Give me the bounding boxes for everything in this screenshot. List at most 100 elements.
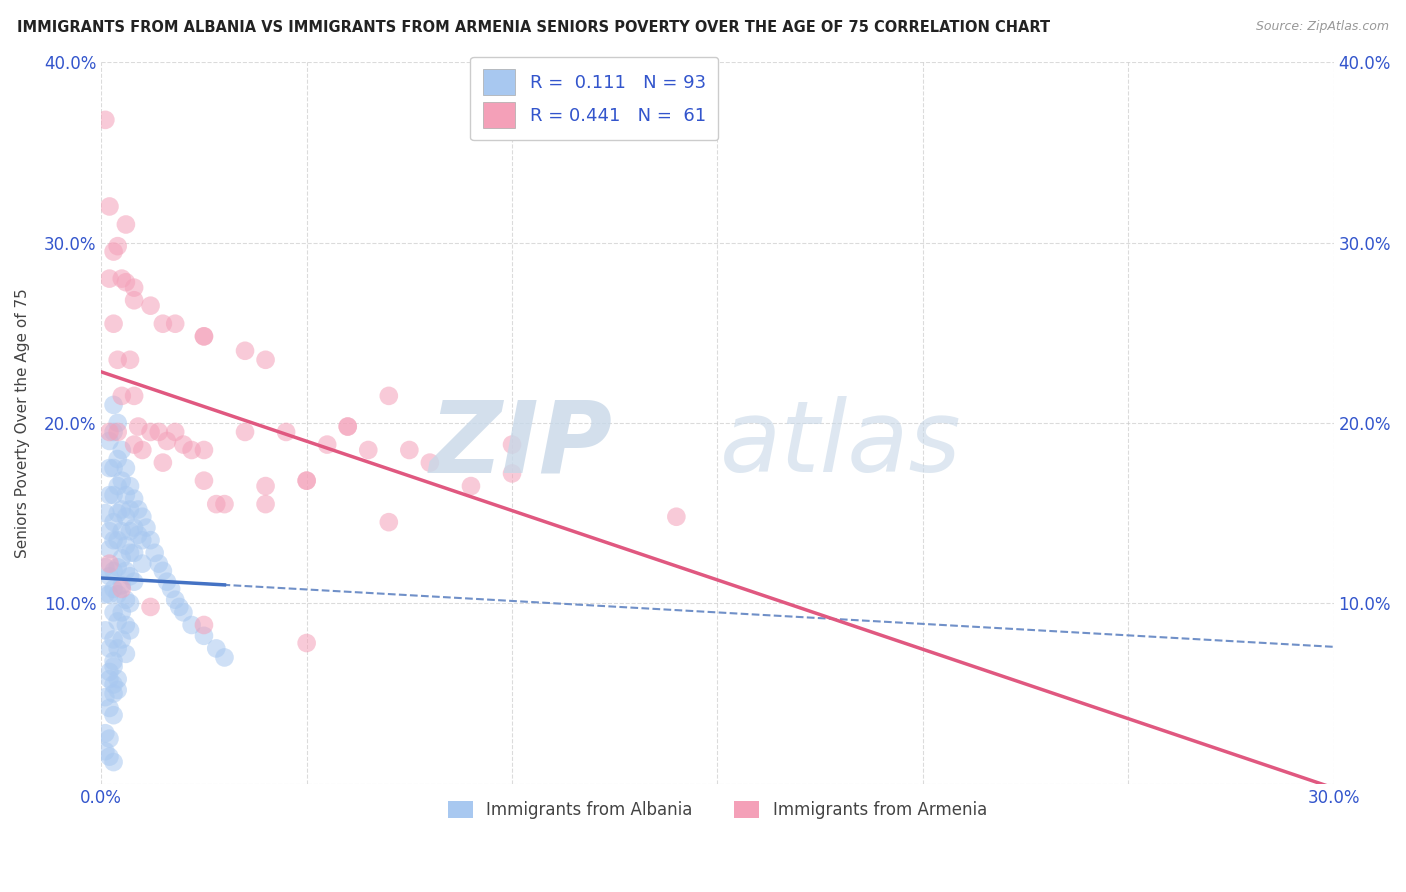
Point xyxy=(115,275,138,289)
Point xyxy=(180,442,202,457)
Point xyxy=(118,596,141,610)
Point xyxy=(378,515,401,529)
Point xyxy=(103,488,125,502)
Point xyxy=(316,437,339,451)
Text: Source: ZipAtlas.com: Source: ZipAtlas.com xyxy=(1256,20,1389,33)
Point xyxy=(111,502,134,516)
Point xyxy=(118,479,141,493)
Point xyxy=(111,389,134,403)
Point xyxy=(107,352,129,367)
Point xyxy=(94,112,117,127)
Point xyxy=(122,293,145,308)
Point xyxy=(111,632,134,647)
Point xyxy=(139,599,162,614)
Text: IMMIGRANTS FROM ALBANIA VS IMMIGRANTS FROM ARMENIA SENIORS POVERTY OVER THE AGE : IMMIGRANTS FROM ALBANIA VS IMMIGRANTS FR… xyxy=(17,20,1050,35)
Point xyxy=(274,425,297,439)
Point xyxy=(103,632,125,647)
Point xyxy=(233,343,256,358)
Text: ZIP: ZIP xyxy=(430,396,613,493)
Point xyxy=(115,539,138,553)
Point xyxy=(115,509,138,524)
Point xyxy=(94,587,117,601)
Point xyxy=(156,434,179,448)
Point xyxy=(122,491,145,506)
Point xyxy=(107,560,129,574)
Point xyxy=(98,569,121,583)
Point xyxy=(103,677,125,691)
Point xyxy=(127,528,149,542)
Point xyxy=(111,551,134,566)
Point xyxy=(115,647,138,661)
Point xyxy=(98,749,121,764)
Point xyxy=(103,515,125,529)
Point xyxy=(152,317,174,331)
Point xyxy=(193,474,215,488)
Point xyxy=(122,520,145,534)
Point xyxy=(193,442,215,457)
Point xyxy=(122,280,145,294)
Point xyxy=(165,317,187,331)
Point xyxy=(127,502,149,516)
Point xyxy=(143,546,166,560)
Point xyxy=(94,560,117,574)
Point xyxy=(139,299,162,313)
Point xyxy=(107,479,129,493)
Point xyxy=(118,352,141,367)
Point xyxy=(122,389,145,403)
Point xyxy=(103,708,125,723)
Point xyxy=(98,587,121,601)
Point xyxy=(665,509,688,524)
Point xyxy=(103,755,125,769)
Point xyxy=(107,682,129,697)
Point xyxy=(98,488,121,502)
Point xyxy=(94,624,117,638)
Point xyxy=(98,701,121,715)
Point xyxy=(103,605,125,619)
Point xyxy=(107,587,129,601)
Point xyxy=(111,578,134,592)
Point xyxy=(98,557,121,571)
Point xyxy=(118,624,141,638)
Point xyxy=(98,199,121,213)
Point xyxy=(254,479,277,493)
Point xyxy=(193,629,215,643)
Point xyxy=(460,479,482,493)
Point xyxy=(122,546,145,560)
Point xyxy=(98,524,121,538)
Point xyxy=(336,419,359,434)
Point xyxy=(193,329,215,343)
Point xyxy=(205,497,228,511)
Point xyxy=(111,524,134,538)
Point xyxy=(165,425,187,439)
Point xyxy=(118,524,141,538)
Point xyxy=(205,641,228,656)
Point xyxy=(115,592,138,607)
Point xyxy=(115,461,138,475)
Point xyxy=(103,533,125,548)
Point xyxy=(103,244,125,259)
Point xyxy=(98,672,121,686)
Point xyxy=(103,317,125,331)
Point xyxy=(98,434,121,448)
Point xyxy=(111,605,134,619)
Point xyxy=(254,497,277,511)
Point xyxy=(107,239,129,253)
Point xyxy=(107,533,129,548)
Point xyxy=(103,564,125,578)
Point xyxy=(107,425,129,439)
Point xyxy=(501,437,523,451)
Point xyxy=(115,488,138,502)
Point xyxy=(107,672,129,686)
Point xyxy=(118,546,141,560)
Point xyxy=(118,569,141,583)
Point xyxy=(103,398,125,412)
Point xyxy=(107,615,129,629)
Point xyxy=(193,329,215,343)
Point xyxy=(98,271,121,285)
Point xyxy=(295,474,318,488)
Point xyxy=(94,744,117,758)
Point xyxy=(107,452,129,467)
Point xyxy=(103,582,125,596)
Point xyxy=(148,557,170,571)
Point xyxy=(156,574,179,589)
